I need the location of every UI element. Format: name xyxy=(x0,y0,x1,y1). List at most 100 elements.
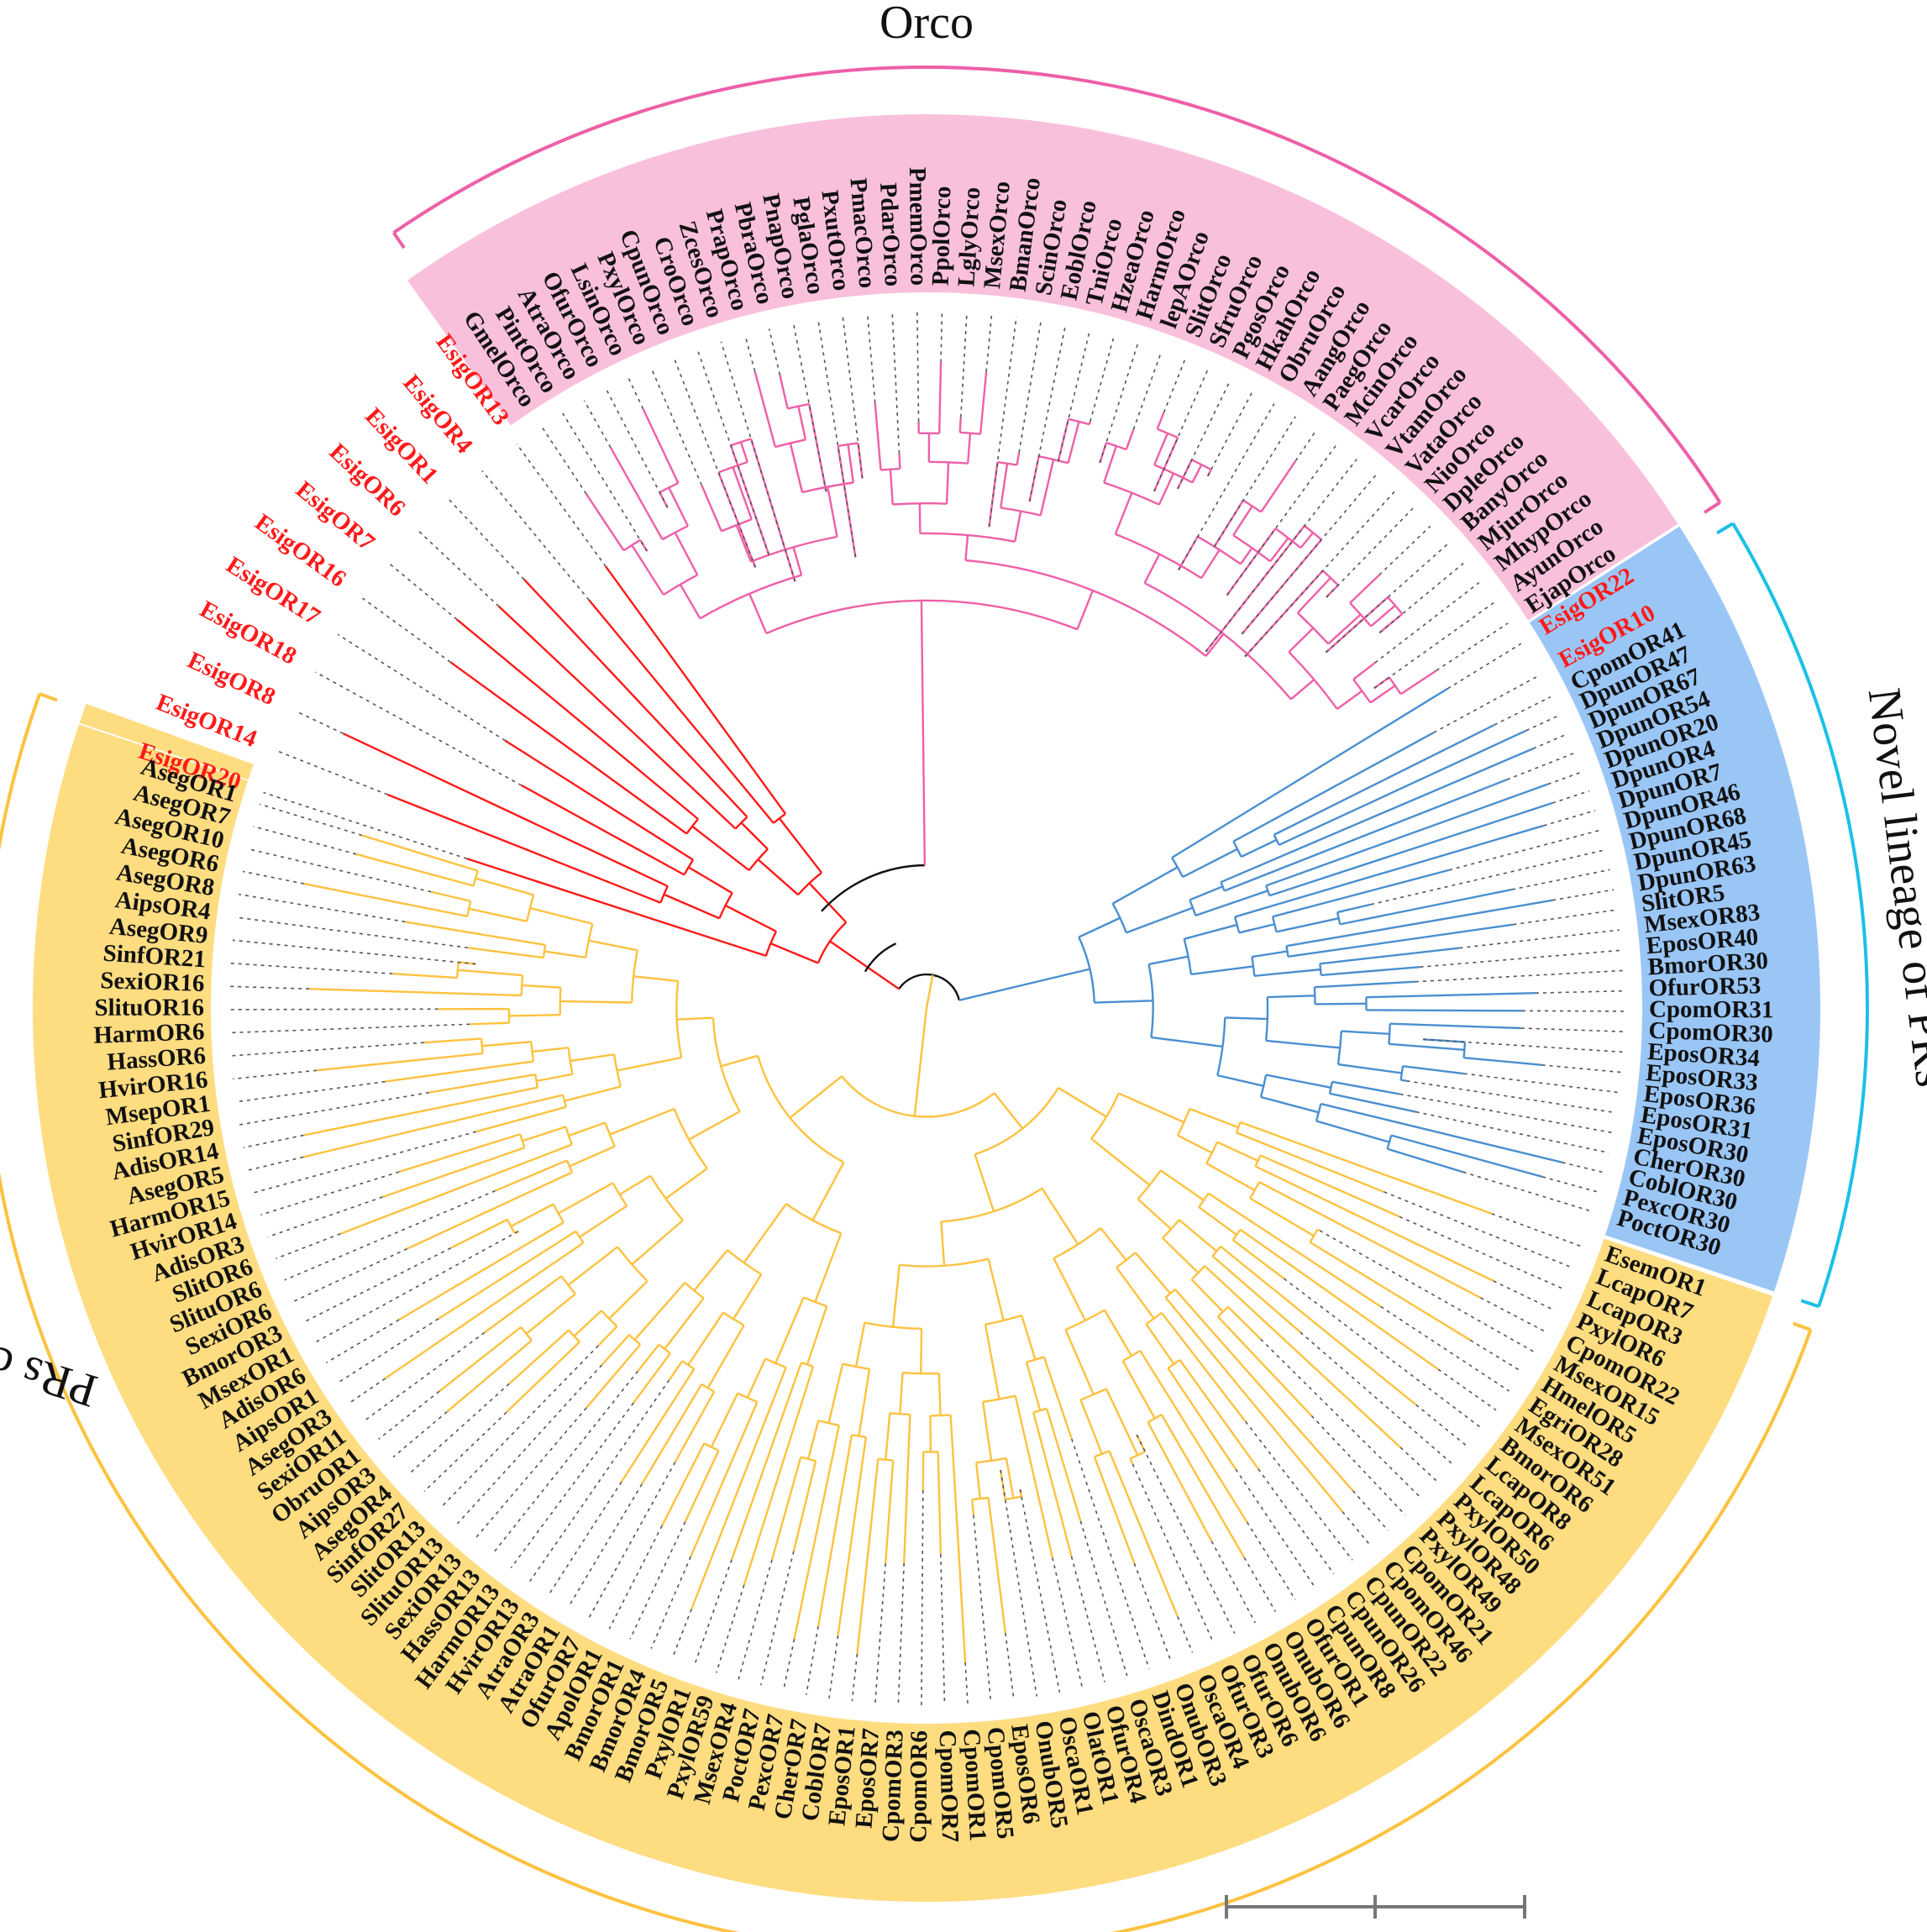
tip-connector xyxy=(715,1584,745,1673)
stem-branch xyxy=(1205,633,1225,657)
tip-connector xyxy=(1177,1616,1194,1653)
tip-connector xyxy=(1399,1446,1439,1483)
tip-branch xyxy=(446,1339,533,1413)
stem-branch xyxy=(797,406,807,440)
stem-branch xyxy=(987,1258,1005,1321)
node-arc xyxy=(1235,1121,1242,1133)
stem-branch xyxy=(827,486,838,538)
stem-branch xyxy=(1114,492,1133,535)
tip-connector xyxy=(1541,1176,1599,1194)
stem-branch xyxy=(769,942,819,964)
tip-branch xyxy=(1167,1368,1237,1470)
node-arc xyxy=(1157,428,1179,439)
stem-branch xyxy=(1143,554,1161,584)
tip-connector xyxy=(1207,391,1253,477)
tip-connector xyxy=(588,1462,676,1619)
tip-branch xyxy=(701,485,722,532)
node-arc xyxy=(892,502,948,506)
tip-branch xyxy=(770,1457,802,1561)
stem-branch xyxy=(1190,965,1254,976)
tip-connector xyxy=(295,710,344,734)
stem-branch xyxy=(631,1219,684,1266)
leaf-label: CpomOR31 xyxy=(1649,996,1773,1024)
tip-branch xyxy=(1349,574,1380,604)
tip-branch xyxy=(958,417,962,433)
stem-branch xyxy=(573,1310,602,1337)
tip-connector xyxy=(364,1331,486,1421)
backbone-arc-orco xyxy=(821,864,925,912)
stem-branch xyxy=(481,1041,532,1047)
tip-branch xyxy=(1260,1154,1400,1218)
stem-branch xyxy=(676,1016,714,1021)
tip-branch xyxy=(361,834,479,872)
stem-branch xyxy=(1021,1315,1037,1360)
tip-connector xyxy=(1552,790,1590,804)
tip-branch xyxy=(1321,965,1420,977)
tip-branch xyxy=(743,1366,815,1586)
node-arc xyxy=(982,1394,1016,1404)
tip-branch xyxy=(1423,1038,1466,1043)
tip-connector xyxy=(247,848,432,893)
novel-lineage-band xyxy=(1529,526,1820,1292)
tip-connector xyxy=(1370,848,1606,906)
node-arc xyxy=(1145,1311,1163,1326)
tip-branch xyxy=(970,1499,975,1515)
tip-branch xyxy=(585,1343,642,1409)
tip-connector xyxy=(1071,1438,1150,1669)
stem-branch xyxy=(1216,1141,1259,1163)
tip-connector xyxy=(1133,1562,1172,1662)
tip-connector xyxy=(1319,1230,1534,1352)
node-arc xyxy=(800,1456,816,1462)
tip-branch xyxy=(837,1436,868,1636)
tip-connector xyxy=(277,750,388,795)
stem-branch xyxy=(964,534,969,561)
node-arc xyxy=(878,1457,894,1462)
tip-branch xyxy=(1390,1134,1543,1179)
tip-branch xyxy=(1463,1057,1542,1067)
tip-connector xyxy=(1373,601,1494,689)
stem-branch xyxy=(1121,1360,1156,1420)
tip-branch xyxy=(585,493,625,551)
stem-branch xyxy=(746,1358,767,1399)
stem-branch xyxy=(564,1085,622,1102)
node-arc xyxy=(684,1282,705,1299)
tip-connector xyxy=(230,1042,424,1057)
tip-connector xyxy=(562,412,648,552)
stem-branch xyxy=(532,1046,569,1053)
node-arc xyxy=(1116,1252,1137,1268)
tip-connector xyxy=(449,499,525,580)
tip-branch xyxy=(1321,1102,1563,1164)
tip-connector xyxy=(1459,929,1620,949)
tip-branch xyxy=(1320,947,1460,965)
stem-branch xyxy=(1116,1267,1155,1320)
tip-connector xyxy=(696,349,770,555)
tip-connector xyxy=(1448,829,1601,871)
stem-branch xyxy=(664,1167,708,1200)
tip-connector xyxy=(510,1402,634,1568)
leaf-label: LglyOrco xyxy=(953,186,985,287)
tip-connector xyxy=(1019,1488,1061,1693)
stem-branch xyxy=(1266,1039,1341,1049)
leaf-label: BmorOR30 xyxy=(1647,948,1769,981)
tip-branch xyxy=(753,370,777,448)
stem-branch xyxy=(975,1462,982,1499)
tip-connector xyxy=(672,1609,692,1658)
tip-connector xyxy=(1378,525,1431,576)
node-arc xyxy=(757,1055,845,1163)
leaf-label: CpomOR30 xyxy=(1648,1017,1773,1048)
tip-connector xyxy=(1462,1171,1594,1213)
tip-branch xyxy=(1336,903,1372,914)
node-arc xyxy=(1462,1042,1467,1058)
tip-branch xyxy=(1164,1296,1344,1513)
tip-connector xyxy=(782,1639,795,1691)
stem-branch xyxy=(509,1014,560,1017)
stem-branch xyxy=(710,1392,739,1448)
stem-branch xyxy=(811,1162,845,1221)
prs-band-top xyxy=(79,703,254,780)
tip-branch xyxy=(1352,662,1376,680)
tip-connector xyxy=(828,1635,839,1698)
stem-branch xyxy=(688,1110,741,1141)
stem-branch xyxy=(1039,459,1055,516)
stem-branch xyxy=(732,1273,763,1320)
node-arc xyxy=(1111,903,1127,933)
